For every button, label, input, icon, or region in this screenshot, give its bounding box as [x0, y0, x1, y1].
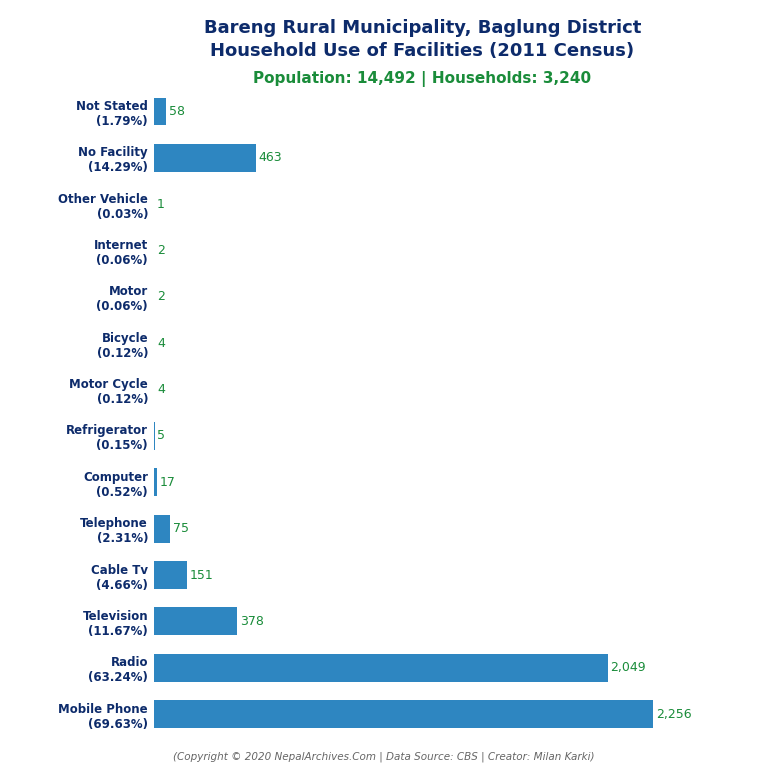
Text: 2: 2: [157, 290, 164, 303]
Bar: [154, 515, 170, 542]
Text: 151: 151: [190, 568, 214, 581]
Text: 1: 1: [157, 197, 164, 210]
Text: Population: 14,492 | Households: 3,240: Population: 14,492 | Households: 3,240: [253, 71, 591, 87]
Text: Household Use of Facilities (2011 Census): Household Use of Facilities (2011 Census…: [210, 42, 634, 60]
Text: 5: 5: [157, 429, 165, 442]
Bar: [154, 607, 237, 635]
Text: 463: 463: [259, 151, 283, 164]
Bar: [154, 654, 607, 682]
Text: 17: 17: [160, 476, 176, 488]
Text: 4: 4: [157, 337, 165, 349]
Text: (Copyright © 2020 NepalArchives.Com | Data Source: CBS | Creator: Milan Karki): (Copyright © 2020 NepalArchives.Com | Da…: [174, 751, 594, 762]
Bar: [154, 561, 187, 589]
Text: 75: 75: [173, 522, 189, 535]
Text: 4: 4: [157, 383, 165, 396]
Bar: [154, 700, 654, 728]
Text: 2,256: 2,256: [656, 707, 692, 720]
Text: 2,049: 2,049: [611, 661, 646, 674]
Text: 2: 2: [157, 244, 164, 257]
Bar: [154, 98, 167, 125]
Bar: [154, 468, 157, 496]
Text: Bareng Rural Municipality, Baglung District: Bareng Rural Municipality, Baglung Distr…: [204, 19, 641, 37]
Bar: [154, 144, 257, 172]
Text: 58: 58: [169, 105, 185, 118]
Text: 378: 378: [240, 615, 264, 628]
